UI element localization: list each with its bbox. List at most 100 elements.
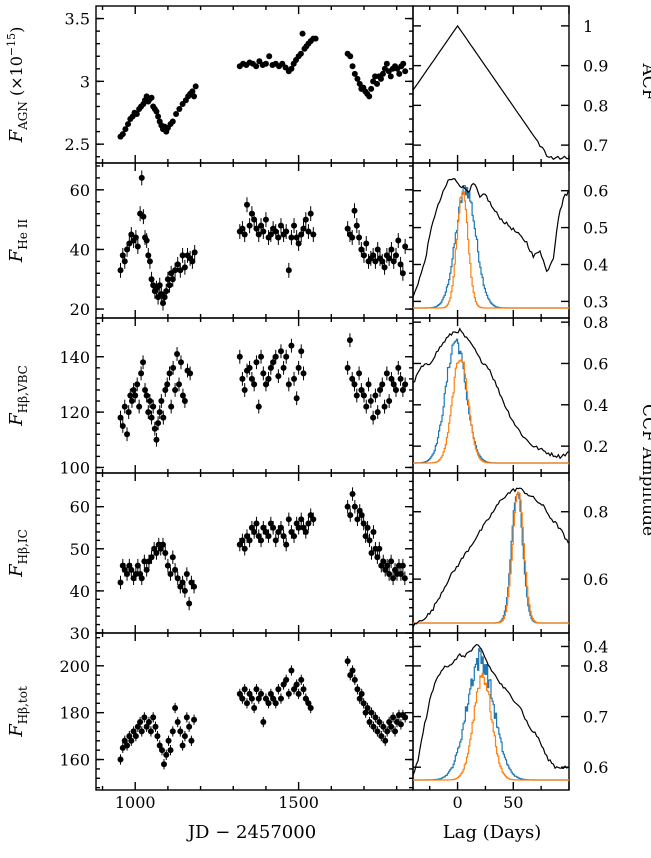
data-point [117, 414, 124, 421]
data-point [128, 737, 135, 744]
y-tick-label: 0.8 [583, 313, 608, 332]
y-tick-label: 0.6 [583, 182, 608, 201]
data-point [163, 751, 170, 758]
data-point [117, 579, 124, 586]
data-point [241, 686, 248, 693]
data-point [356, 234, 363, 241]
data-point [351, 676, 358, 683]
ccf-curve [412, 327, 569, 460]
data-point [349, 234, 356, 241]
y-label-main: F [6, 248, 27, 263]
data-point [156, 409, 163, 416]
data-point [402, 243, 409, 250]
data-point [132, 571, 139, 578]
data-point [368, 550, 375, 556]
data-point [270, 695, 277, 702]
data-point [280, 681, 287, 688]
data-point [388, 558, 395, 565]
data-point [255, 403, 262, 410]
data-point [239, 695, 246, 702]
y-tick-label: 0.5 [583, 219, 608, 238]
data-point [169, 554, 176, 561]
data-point [374, 246, 381, 253]
data-point [125, 121, 132, 128]
data-point [277, 524, 284, 531]
y-tick-label: 30 [70, 624, 90, 643]
ccf-ylabel: CCF Amplitude [638, 404, 651, 536]
data-point [293, 395, 300, 402]
data-point [358, 386, 365, 393]
data-point [360, 252, 367, 259]
data-point [285, 267, 292, 274]
data-point [165, 737, 172, 744]
y-tick-label: 0.4 [583, 637, 608, 656]
y-axis-label: FHβ,VBC [6, 365, 30, 427]
data-point [344, 658, 351, 665]
y-tick-label: 3.5 [65, 10, 90, 29]
data-point [117, 756, 124, 763]
data-point [159, 747, 166, 754]
y-label-main: F [6, 723, 27, 738]
data-point [181, 733, 188, 740]
ccpd-histogram [413, 672, 569, 781]
data-point [147, 728, 154, 735]
ccpd-histogram [413, 492, 569, 624]
data-point [366, 93, 373, 100]
data-point [366, 537, 373, 544]
data-point [255, 231, 262, 238]
data-point [191, 249, 198, 256]
data-point [283, 676, 290, 683]
x-tick-label: 1500 [278, 793, 319, 812]
data-point [164, 562, 171, 569]
data-point [397, 375, 404, 382]
data-point [370, 252, 377, 259]
data-point [191, 93, 198, 100]
data-point [365, 381, 372, 388]
data-point [248, 210, 255, 217]
data-point [283, 353, 290, 360]
data-point [162, 550, 169, 556]
data-point [117, 267, 124, 274]
data-point [267, 231, 274, 238]
data-point [392, 728, 399, 735]
data-point [388, 246, 395, 253]
data-point [351, 503, 358, 510]
data-point [191, 583, 198, 590]
data-point [188, 737, 195, 744]
y-tick-label: 100 [59, 458, 90, 477]
data-point [288, 65, 295, 72]
data-point [253, 686, 260, 693]
data-point [267, 690, 274, 697]
data-point [137, 719, 144, 726]
acf-ylabel: ACF [638, 62, 651, 100]
data-point [374, 409, 381, 416]
data-point [349, 375, 356, 382]
y-label-sub: Hβ,VBC [16, 365, 30, 413]
y-tick-label: 120 [59, 403, 90, 422]
data-point [163, 288, 170, 295]
data-point [370, 723, 377, 730]
data-point [150, 403, 157, 410]
data-point [169, 276, 176, 283]
data-point [253, 520, 260, 527]
data-point [351, 207, 358, 214]
y-tick-label: 60 [70, 498, 90, 517]
left-xlabel: JD − 2457000 [186, 822, 316, 843]
lightcurve-panel-hbvbc: 100 120 140 FHβ,VBC [6, 317, 414, 477]
data-point [291, 686, 298, 693]
data-point [283, 541, 290, 548]
data-point [124, 246, 131, 253]
data-point [382, 737, 389, 744]
data-point [152, 723, 159, 730]
data-point [260, 228, 267, 235]
data-point [367, 398, 374, 405]
data-point [187, 370, 194, 377]
data-point [353, 222, 360, 229]
y-tick-label: 0.6 [583, 354, 608, 373]
data-point [140, 213, 147, 220]
x-tick-label: 0 [452, 793, 462, 812]
data-point [166, 282, 173, 289]
data-point [172, 566, 179, 573]
data-point [376, 719, 383, 726]
